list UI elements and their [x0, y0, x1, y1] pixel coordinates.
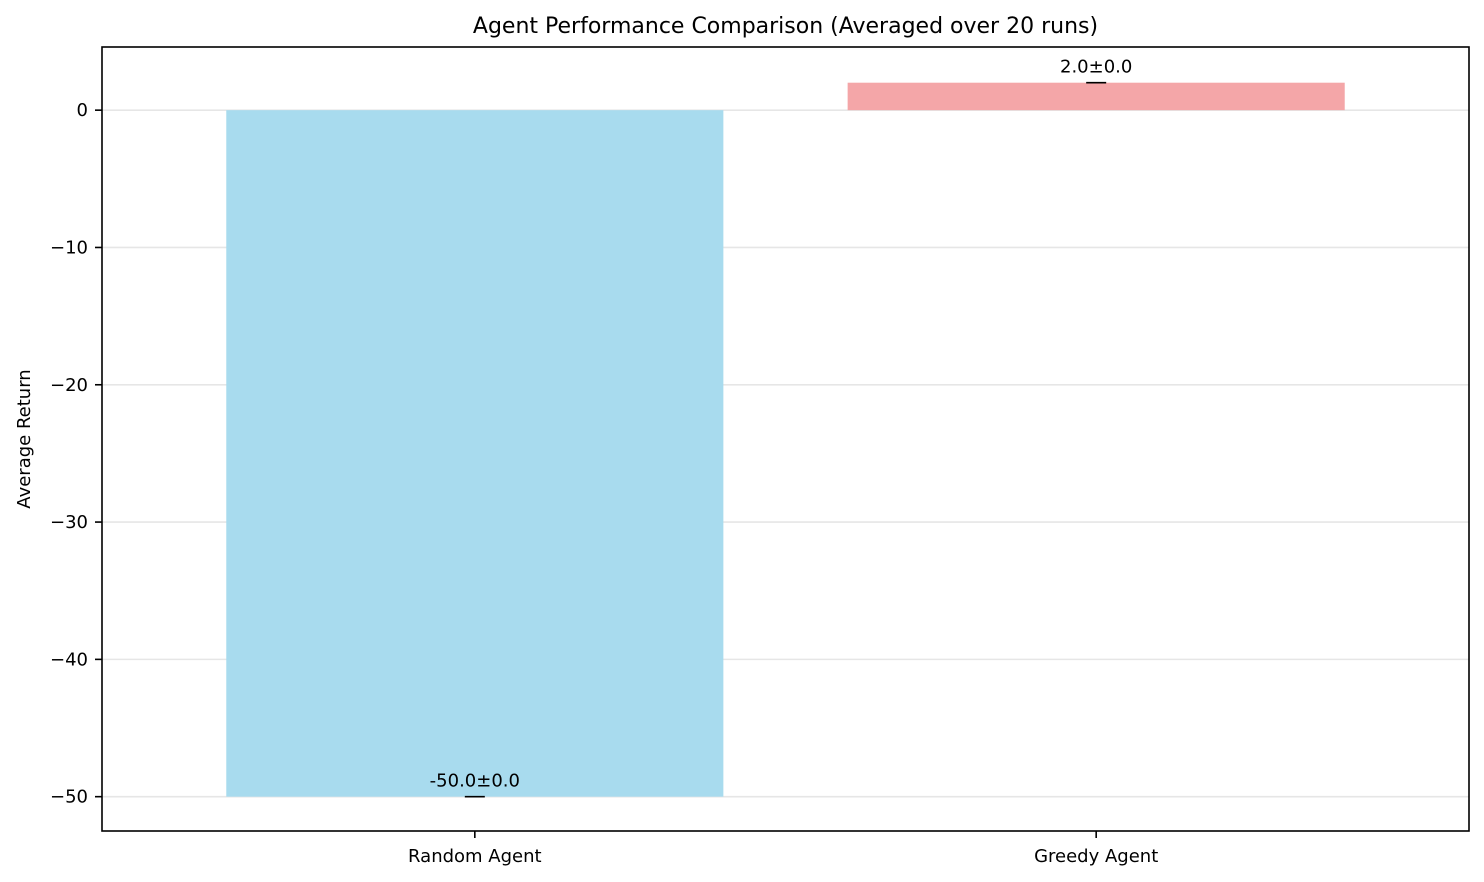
- x-axis-ticks: Random Agent Greedy Agent: [408, 831, 1158, 867]
- plot-frame: [101, 46, 1470, 832]
- data-label: 2.0±0.0: [1060, 57, 1132, 78]
- y-tick-label: −10: [50, 237, 88, 258]
- bar-random-agent: [226, 110, 724, 797]
- error-bars: [464, 81, 1107, 798]
- y-tick-label: 0: [77, 100, 88, 121]
- chart-title: Agent Performance Comparison (Averaged o…: [473, 14, 1098, 39]
- y-tick-label: −40: [50, 649, 88, 670]
- data-label: -50.0±0.0: [430, 771, 520, 792]
- data-labels: -50.0±0.0 2.0±0.0: [430, 57, 1133, 792]
- y-tick-label: −50: [50, 787, 88, 808]
- y-axis-label: Average Return: [14, 369, 35, 508]
- y-axis-ticks: 0 −10 −20 −30 −40 −50: [50, 100, 102, 808]
- x-tick-label: Random Agent: [408, 846, 542, 867]
- x-tick-label: Greedy Agent: [1034, 846, 1158, 867]
- bars: [226, 82, 1345, 797]
- bar-greedy-agent: [847, 82, 1345, 111]
- y-tick-label: −20: [50, 375, 88, 396]
- y-tick-label: −30: [50, 512, 88, 533]
